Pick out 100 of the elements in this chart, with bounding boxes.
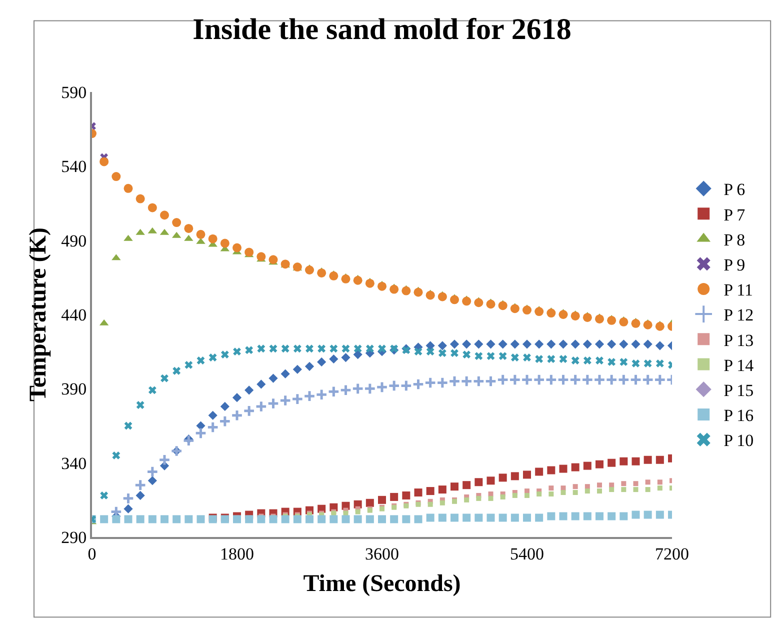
- point: [571, 356, 580, 364]
- point: [631, 318, 640, 328]
- point: [608, 458, 616, 467]
- point: [438, 292, 447, 302]
- point: [160, 515, 168, 524]
- point: [244, 248, 254, 257]
- point: [148, 476, 157, 486]
- point: [654, 374, 666, 386]
- point: [510, 304, 520, 314]
- point: [488, 491, 494, 496]
- point: [424, 376, 436, 389]
- point: [172, 218, 182, 228]
- point: [645, 480, 650, 485]
- point: [643, 320, 652, 330]
- point: [642, 374, 654, 386]
- point: [414, 348, 422, 356]
- point: [535, 355, 544, 363]
- point: [256, 252, 266, 262]
- point: [657, 486, 662, 491]
- point: [330, 344, 338, 353]
- point: [100, 515, 108, 524]
- point: [484, 375, 497, 388]
- point: [267, 397, 280, 410]
- point: [474, 478, 483, 486]
- point: [605, 374, 618, 386]
- point: [352, 382, 364, 395]
- point: [208, 234, 218, 244]
- point: [341, 274, 350, 284]
- point: [583, 462, 592, 470]
- point: [378, 515, 386, 524]
- point: [595, 314, 604, 324]
- point: [548, 486, 554, 491]
- point: [597, 482, 602, 488]
- point: [632, 359, 640, 368]
- point: [438, 341, 447, 350]
- legend-label: P 12: [724, 306, 754, 325]
- point: [160, 210, 169, 220]
- point: [498, 352, 507, 360]
- point: [498, 474, 507, 482]
- point: [281, 515, 290, 524]
- point: [317, 357, 326, 367]
- point: [440, 500, 445, 506]
- point: [450, 349, 458, 358]
- point: [631, 340, 640, 349]
- point: [462, 350, 471, 359]
- point: [450, 514, 458, 522]
- point: [621, 481, 626, 486]
- point: [136, 490, 145, 500]
- point: [402, 491, 410, 500]
- point: [146, 466, 159, 478]
- point: [428, 502, 433, 507]
- point: [194, 427, 207, 440]
- point: [218, 415, 232, 428]
- point: [315, 388, 328, 401]
- point: [559, 512, 568, 520]
- point: [656, 359, 664, 368]
- point: [414, 288, 423, 297]
- legend-label: P 8: [724, 230, 746, 250]
- point: [462, 481, 471, 490]
- point: [364, 382, 376, 395]
- point: [619, 340, 628, 349]
- point: [462, 340, 472, 349]
- point: [268, 374, 278, 383]
- point: [232, 393, 242, 402]
- point: [426, 348, 434, 356]
- point: [414, 515, 422, 524]
- legend-label: P 7: [724, 205, 746, 224]
- point: [546, 340, 556, 349]
- point: [500, 494, 506, 500]
- point: [268, 255, 278, 264]
- point: [304, 362, 314, 371]
- point: [450, 295, 459, 304]
- point: [486, 352, 495, 360]
- point: [572, 484, 578, 490]
- point: [450, 340, 460, 349]
- point: [632, 510, 640, 519]
- point: [318, 344, 326, 353]
- point: [464, 497, 470, 502]
- legend-label: P 13: [724, 330, 754, 350]
- point: [532, 374, 546, 386]
- point: [512, 492, 518, 498]
- point: [414, 488, 422, 496]
- x-axis-title: Time (Seconds): [303, 571, 461, 598]
- point: [571, 463, 580, 472]
- point: [597, 488, 602, 494]
- point: [486, 476, 495, 485]
- point: [208, 354, 217, 362]
- point: [633, 487, 638, 492]
- point: [620, 457, 628, 466]
- point: [148, 203, 157, 212]
- point: [547, 355, 556, 363]
- point: [402, 286, 411, 296]
- point: [655, 322, 664, 331]
- point: [245, 515, 254, 524]
- point: [172, 515, 181, 524]
- point: [390, 492, 398, 501]
- point: [510, 514, 519, 522]
- point: [476, 496, 482, 501]
- point: [462, 514, 471, 522]
- point: [112, 451, 120, 460]
